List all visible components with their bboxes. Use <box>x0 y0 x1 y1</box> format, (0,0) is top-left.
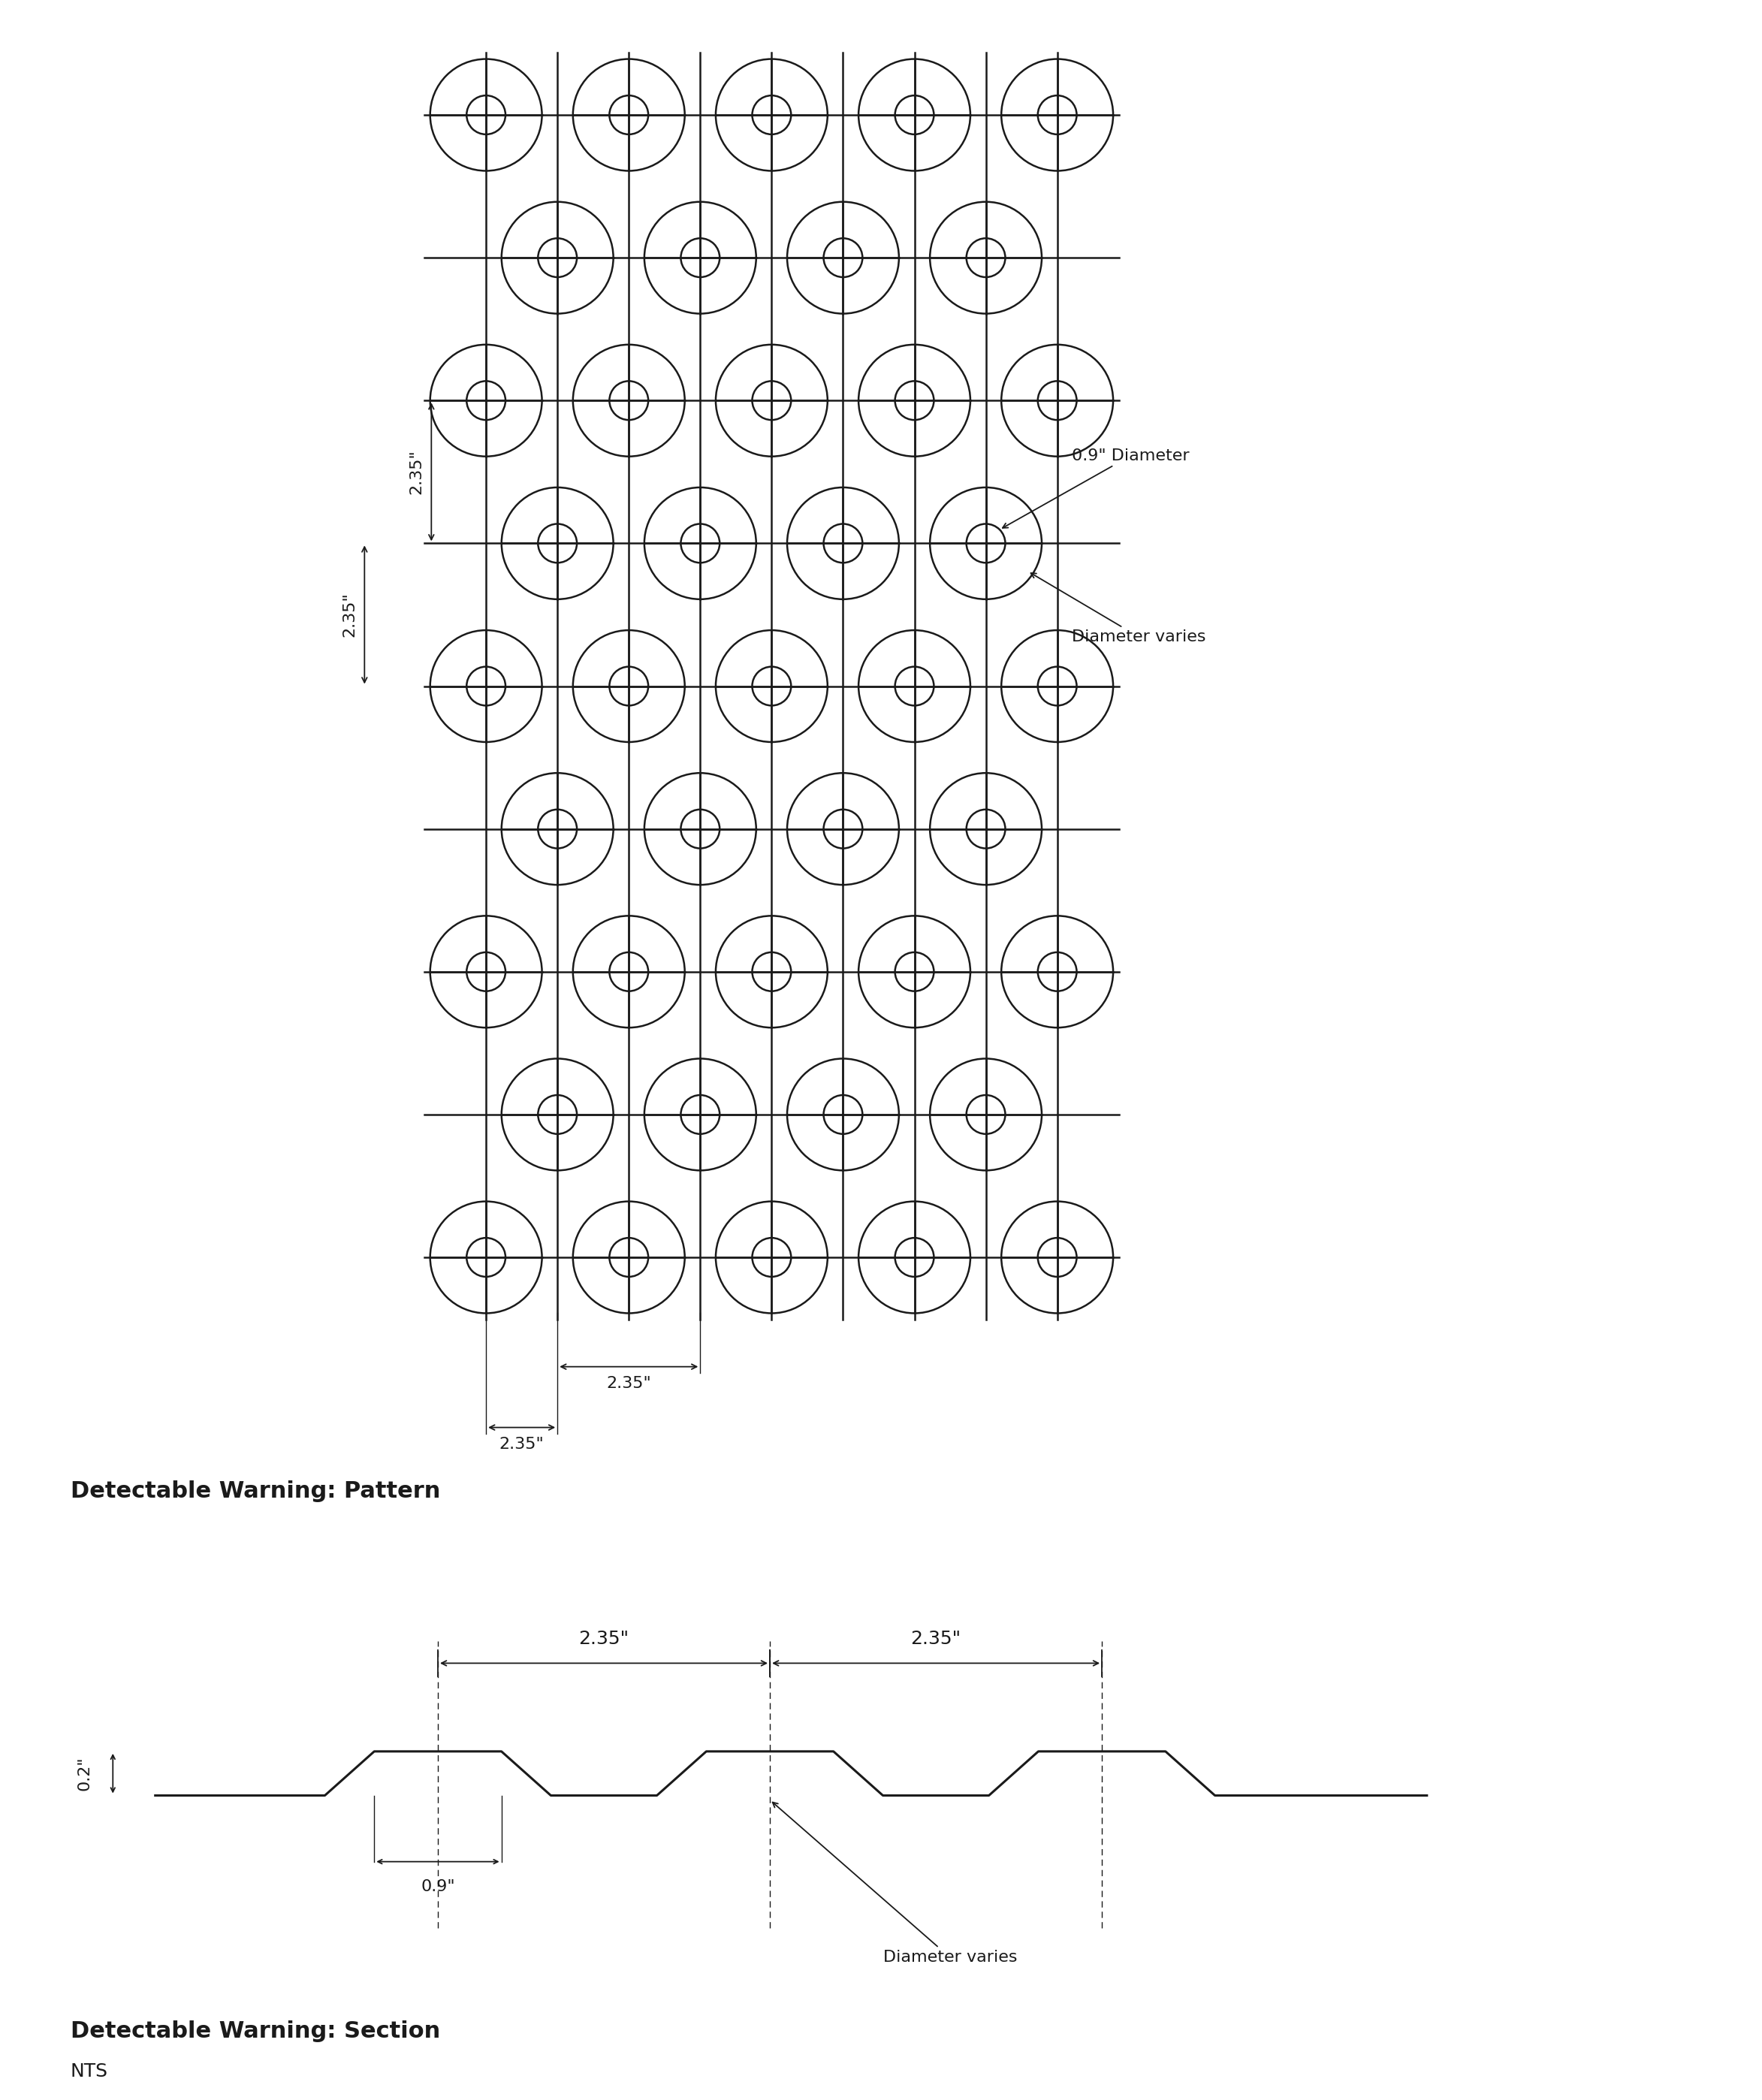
Text: 2.35": 2.35" <box>342 592 358 636</box>
Text: Diameter varies: Diameter varies <box>1031 573 1207 645</box>
Text: NTS: NTS <box>70 2062 107 2081</box>
Text: Diameter varies: Diameter varies <box>772 1802 1017 1966</box>
Text: 0.9": 0.9" <box>421 1880 455 1894</box>
Text: 0.2": 0.2" <box>78 1756 92 1791</box>
Text: Detectable Warning: Pattern: Detectable Warning: Pattern <box>70 1480 440 1501</box>
Text: 2.35": 2.35" <box>911 1630 960 1648</box>
Text: 2.35": 2.35" <box>578 1630 629 1648</box>
Text: Detectable Warning: Section: Detectable Warning: Section <box>70 2020 440 2041</box>
Text: 2.35": 2.35" <box>606 1376 652 1390</box>
Text: 2.35": 2.35" <box>409 449 425 493</box>
Text: 0.9" Diameter: 0.9" Diameter <box>1003 447 1189 527</box>
Text: 2.35": 2.35" <box>499 1436 544 1451</box>
